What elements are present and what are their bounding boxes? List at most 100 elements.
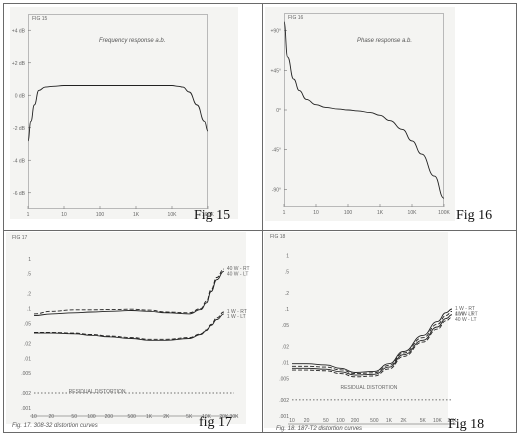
grid-divider-vertical [262, 4, 263, 432]
fig15-y-tick-label: -2 dB [13, 126, 26, 132]
fig17-y-tick-label: .05 [24, 321, 31, 327]
fig16-y-tick-label: -90° [272, 187, 281, 193]
fig18-series-line-4 [292, 316, 453, 378]
fig15-scan [10, 7, 238, 219]
fig18-y-tick-label: .001 [279, 414, 289, 420]
fig18-x-tick-label: 20 [304, 418, 310, 424]
fig17-y-tick-label: .02 [24, 341, 31, 347]
fig17-x-tick-label: 20K [219, 414, 229, 420]
fig17-x-tick-label: 10 [31, 414, 37, 420]
fig18-y-tick-label: .01 [282, 360, 289, 366]
fig16-caption: Fig 16 [456, 208, 493, 223]
fig17-x-tick-label: 5K [186, 414, 193, 420]
fig18-y-tick-label: .1 [285, 307, 289, 313]
fig16-x-tick-label: 100K [438, 210, 450, 216]
fig18-y-tick-label: .02 [282, 344, 289, 350]
fig15-chart: FIG 15 Frequency response a.b. 1 10 100 1K 10K… [12, 16, 215, 218]
fig18-scan [264, 232, 448, 428]
fig15-x-tick-label: 100K [202, 212, 214, 218]
fig18-series-label-4: 40 W - LT [455, 317, 477, 323]
fig17-series-label-2: 40 W - LT [227, 271, 249, 277]
fig16-x-tick-label: 1 [283, 210, 286, 216]
fig16-x-tick-label: 100 [344, 210, 353, 216]
fig18-y-tick-label: .05 [282, 323, 289, 329]
fig15-title: Frequency response a.b. [99, 38, 165, 44]
fig18-x-tick-label: 50 [323, 418, 329, 424]
fig18-x-tick-label: 5K [420, 418, 427, 424]
fig18-series-label-1: 1 W - RT [455, 306, 475, 312]
fig18-y-tick-label: .005 [279, 377, 289, 383]
fig15-frame [28, 14, 208, 209]
fig15-x-tick-label: 1K [133, 212, 140, 218]
fig18-cell: FIG 18 Fig. 18. 187-T2 distortion curves 1… [262, 230, 516, 432]
fig15-x-tick-label: 10K [168, 212, 178, 218]
fig17-series-label-3: 1 W - RT [227, 309, 247, 315]
fig17-x-tick-label: 50 [71, 414, 77, 420]
fig17-x-tick-label: 20 [49, 414, 55, 420]
fig16-cell: FIG 16 Phase response a.b. 1 10 100 1K 10K 100K… [262, 4, 516, 229]
fig17-x-tick-label: 500 [128, 414, 137, 420]
fig16-x-tick-label: 10 [313, 210, 319, 216]
fig18-x-tick-label: 100 [336, 418, 345, 424]
fig16-y-tick-label: -45° [272, 148, 281, 154]
fig17-scan [6, 232, 246, 424]
fig15-y-tick-label: -4 dB [13, 158, 26, 164]
fig17-series-line-3 [34, 311, 224, 340]
fig18-x-tick-label: 200 [351, 418, 360, 424]
fig18-x-tick-label: 20K [448, 418, 458, 424]
fig17-y-tick-label: 1 [28, 257, 31, 263]
fig17-annotation: RESIDUAL DISTORTION [69, 389, 126, 395]
fig16-chart: FIG 16 Phase response a.b. 1 10 100 1K 10K 100K… [271, 15, 451, 216]
fig15-x-tick-label: 1 [27, 212, 30, 218]
fig17-series-line-4 [33, 313, 224, 341]
fig15-series-line-1 [27, 85, 209, 142]
fig15-y-tick-label: +4 dB [12, 28, 26, 34]
grid-divider-horizontal [4, 230, 516, 231]
fig17-x-tick-label: 10K [202, 414, 212, 420]
fig17-y-tick-label: .1 [27, 307, 31, 313]
fig18-annotation: RESIDUAL DISTORTION [340, 385, 397, 391]
fig18-chart: FIG 18 Fig. 18. 187-T2 distortion curves 1… [270, 234, 478, 432]
fig17-x-tick-label: 30K [230, 414, 240, 420]
fig17-x-tick-label: 2K [163, 414, 170, 420]
fig16-y-tick-label: +90° [271, 29, 281, 35]
fig15-y-tick-label: -6 dB [13, 191, 26, 197]
fig18-y-tick-label: 1 [286, 253, 289, 259]
fig17-footnote: Fig. 17. 308-32 distortion curves [12, 423, 98, 429]
fig18-series-label-3: 1 W - LT [455, 312, 474, 318]
fig16-x-tick-label: 10K [408, 210, 418, 216]
fig17-x-tick-label: 200 [105, 414, 114, 420]
fig17-x-tick-label: 100 [87, 414, 96, 420]
fig16-y-tick-label: +45° [271, 68, 281, 74]
fig15-x-tick-label: 100 [96, 212, 105, 218]
fig15-x-tick-label: 10 [61, 212, 67, 218]
fig17-y-tick-label: .005 [21, 371, 31, 377]
fig18-y-tick-label: .2 [285, 291, 289, 297]
fig15-y-tick-label: +2 dB [12, 61, 26, 67]
fig18-x-tick-label: 10 [289, 418, 295, 424]
fig15-caption: Fig 15 [194, 208, 231, 223]
fig15-corner-label: FIG 15 [32, 16, 48, 22]
fig17-y-tick-label: .01 [24, 356, 31, 362]
fig18-y-tick-label: .002 [279, 398, 289, 404]
fig16-y-tick-label: 0° [276, 108, 281, 114]
fig15-cell: FIG 15 Frequency response a.b. 1 10 100 1K 10K… [4, 4, 258, 229]
fig18-caption: Fig 18 [448, 417, 485, 432]
fig15-y-tick-label: 0 dB [15, 93, 26, 99]
fig18-x-tick-label: 10K [433, 418, 443, 424]
fig17-chart: FIG 17 Fig. 17. 308-32 distortion curves 1… [12, 235, 250, 429]
fig16-scan [265, 7, 455, 221]
fig18-x-tick-label: 2K [400, 418, 407, 424]
fig18-footnote: Fig. 18. 187-T2 distortion curves [276, 426, 362, 432]
fig17-series-line-2 [33, 270, 225, 317]
fig17-y-tick-label: .002 [21, 391, 31, 397]
fig16-series-line-1 [283, 21, 445, 199]
fig17-series-label-4: 1 W - LT [227, 314, 246, 320]
fig17-caption: fig 17 [199, 415, 233, 430]
fig17-corner-label: FIG 17 [12, 235, 28, 241]
fig18-series-line-1 [292, 308, 453, 373]
fig18-x-tick-label: 500 [370, 418, 379, 424]
fig17-series-label-1: 40 W - RT [227, 266, 250, 272]
fig16-x-tick-label: 1K [377, 210, 384, 216]
figure-grid [3, 3, 517, 433]
